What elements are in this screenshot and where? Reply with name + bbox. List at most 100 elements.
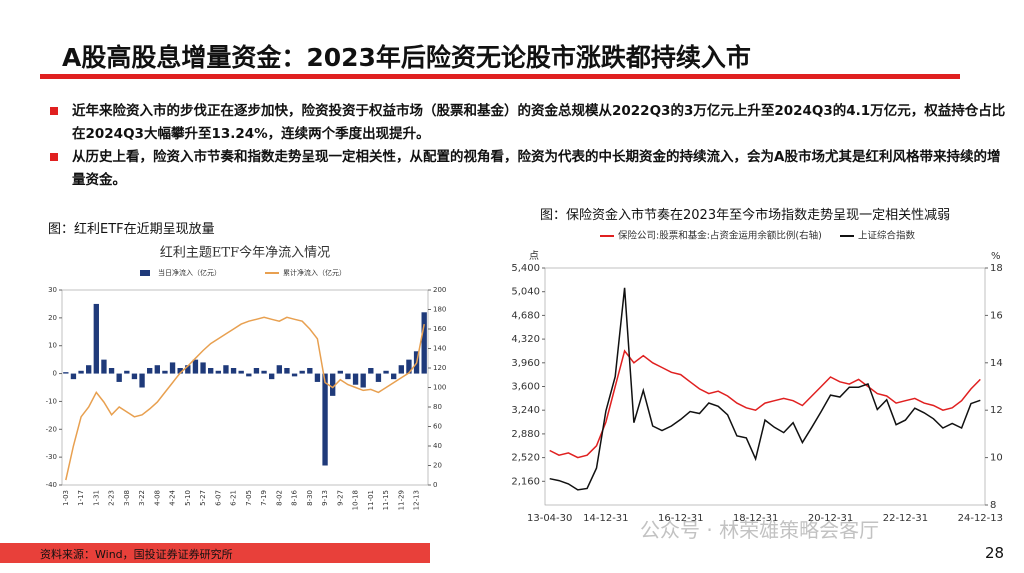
x-tick-label: 8-02: [275, 490, 283, 506]
x-tick-label: 10-18: [352, 490, 360, 510]
bar: [154, 365, 160, 374]
bar: [368, 368, 374, 374]
bar: [238, 370, 244, 374]
bar: [185, 365, 191, 374]
x-tick-label: 3-22: [138, 490, 146, 506]
y-tick-label: 20: [48, 314, 57, 322]
y2-tick-label: 18: [990, 263, 1003, 274]
watermark: 公众号 · 林荣雄策略会客厅: [640, 518, 880, 542]
bar: [269, 373, 275, 380]
y2-axis-label: %: [991, 251, 1001, 262]
y2-tick-label: 100: [433, 384, 446, 392]
x-tick-label: 3-08: [123, 490, 131, 506]
y-tick-label: 2,520: [511, 453, 540, 464]
x-tick-label: 14-12-31: [583, 513, 628, 524]
bar: [70, 373, 77, 380]
bar: [63, 372, 69, 374]
bar: [284, 368, 290, 374]
bar: [147, 368, 153, 374]
bullet-text: 近年来险资入市的步伐正在逐步加快，险资投资于权益市场（股票和基金）的资金总规模从…: [72, 103, 1006, 142]
x-tick-label: 8-30: [306, 490, 314, 506]
y2-tick-label: 200: [433, 286, 446, 294]
y-tick-label: 10: [48, 342, 57, 350]
y2-tick-label: 40: [433, 442, 442, 450]
bar: [223, 365, 229, 374]
bar: [177, 368, 183, 374]
bar: [383, 370, 389, 374]
x-tick-label: 4-24: [169, 489, 177, 505]
x-tick-label: 11-15: [382, 490, 390, 510]
bar: [169, 362, 176, 374]
x-tick-label: 11-29: [397, 490, 405, 510]
bar: [139, 373, 145, 388]
x-tick-label: 20-12-31: [808, 513, 853, 524]
title-rule: [40, 74, 960, 79]
x-tick-label: 22-12-31: [883, 513, 928, 524]
bar: [124, 370, 130, 374]
y-tick-label: -40: [46, 481, 57, 489]
x-tick-label: 6-07: [214, 490, 222, 506]
bar: [131, 373, 138, 380]
y2-tick-label: 12: [990, 405, 1003, 416]
bar: [208, 368, 214, 374]
chart-title: 红利主题ETF今年净流入情况: [160, 245, 330, 261]
legend-label: 累计净流入（亿元）: [283, 268, 346, 277]
y2-tick-label: 60: [433, 423, 442, 431]
x-tick-label: 24-12-13: [958, 513, 1003, 524]
y2-tick-label: 180: [433, 306, 446, 314]
bar: [330, 373, 336, 396]
bar: [322, 373, 328, 466]
bar: [116, 373, 122, 382]
y-tick-label: 30: [48, 286, 57, 294]
bar: [93, 303, 99, 374]
bullet: 从历史上看，险资入市节奏和指数走势呈现一定相关性，从配置的视角看，险资为代表的中…: [50, 146, 1010, 192]
x-tick-label: 12-13: [413, 490, 421, 510]
bar: [261, 370, 267, 374]
x-tick-label: 11-01: [367, 490, 375, 510]
bar: [215, 370, 221, 374]
y-tick-label: 3,240: [511, 405, 540, 416]
bullet-text: 从历史上看，险资入市节奏和指数走势呈现一定相关性，从配置的视角看，险资为代表的中…: [72, 149, 1001, 188]
plot-frame: [61, 289, 429, 486]
y-tick-label: -10: [46, 397, 57, 405]
y2-tick-label: 20: [433, 462, 442, 470]
y2-tick-label: 80: [433, 403, 442, 411]
legend-swatch: [140, 270, 150, 276]
bar: [192, 359, 199, 374]
x-tick-label: 5-27: [199, 490, 207, 506]
x-tick-label: 16-12-31: [658, 513, 703, 524]
x-tick-label: 7-19: [260, 490, 268, 506]
y2-tick-label: 140: [433, 345, 446, 353]
bar: [337, 370, 343, 374]
y-tick-label: -30: [46, 453, 57, 461]
bar: [230, 368, 237, 374]
bar: [406, 359, 412, 374]
x-tick-label: 8-16: [291, 489, 299, 505]
bar: [375, 373, 382, 382]
bar: [86, 365, 92, 374]
bullet: 近年来险资入市的步伐正在逐步加快，险资投资于权益市场（股票和基金）的资金总规模从…: [50, 100, 1010, 146]
x-tick-label: 2-23: [108, 490, 116, 506]
bar: [200, 362, 206, 374]
bar: [101, 359, 107, 374]
y-tick-label: 4,320: [511, 334, 540, 345]
line: [65, 316, 425, 481]
y-axis-label: 点: [529, 250, 539, 262]
plot-frame: [544, 267, 986, 506]
x-tick-label: 9-27: [336, 490, 344, 506]
x-tick-label: 9-13: [321, 490, 329, 506]
bullet-list: 近年来险资入市的步伐正在逐步加快，险资投资于权益市场（股票和基金）的资金总规模从…: [50, 100, 1010, 192]
y-tick-label: 3,600: [511, 382, 540, 393]
figure-caption: 图：红利ETF在近期呈现放量: [48, 222, 215, 237]
x-tick-label: 13-04-30: [527, 513, 572, 524]
footer-band: [0, 543, 430, 563]
x-tick-label: 1-31: [92, 490, 100, 506]
slide-title: A股高股息增量资金：2023年后险资无论股市涨跌都持续入市: [62, 43, 751, 72]
y-tick-label: 4,680: [511, 310, 540, 321]
x-tick-label: 5-10: [184, 490, 192, 506]
y-tick-label: 2,880: [511, 429, 540, 440]
source: 资料来源：Wind，国投证券证券研究所: [40, 548, 233, 561]
y-tick-label: 5,040: [511, 287, 540, 298]
